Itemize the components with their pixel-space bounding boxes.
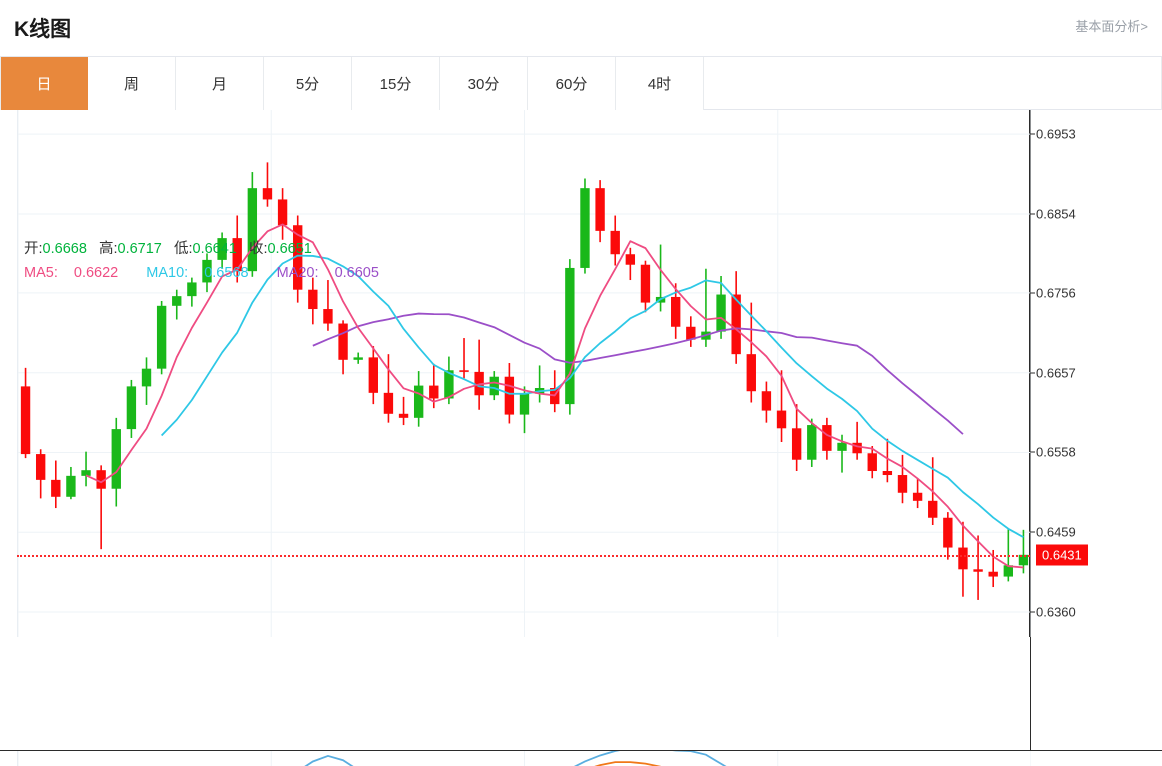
ma10-label: MA10: <box>146 265 189 281</box>
macd-series <box>304 751 727 766</box>
panel-divider <box>0 750 1162 751</box>
price-tick-label: 0.6854 <box>1036 206 1076 222</box>
price-tick-mark <box>1030 292 1035 294</box>
tab-15min[interactable]: 15分 <box>352 57 440 110</box>
price-tick-label: 0.6953 <box>1036 126 1076 142</box>
price-tick-mark <box>1030 213 1035 215</box>
ohlc-legend: 开:0.6668 高:0.6717 低:0.6641 收:0.6651 MA5:… <box>24 238 403 284</box>
open-label: 开: <box>24 241 43 257</box>
price-tick-mark <box>1030 531 1035 533</box>
high-value: 0.6717 <box>117 241 162 257</box>
candlestick-plot[interactable] <box>17 110 1031 637</box>
low-label: 低: <box>173 241 193 257</box>
macd-plot[interactable] <box>17 751 1031 766</box>
page-title: K线图 <box>14 18 72 41</box>
chart-area[interactable]: 0.6953 0.6854 0.6756 0.6657 0.6558 0.6459 0.63… <box>0 110 1162 766</box>
tab-30min[interactable]: 30分 <box>440 57 528 110</box>
period-tabbar: 日 周 月 5分 15分 30分 60分 4时 <box>0 57 1162 110</box>
tab-60min[interactable]: 60分 <box>528 57 616 110</box>
price-tick-mark <box>1030 133 1035 135</box>
candlestick-series <box>20 162 1029 600</box>
low-value: 0.6641 <box>192 241 237 257</box>
price-tick-label: 0.6459 <box>1036 524 1076 540</box>
tab-month[interactable]: 月 <box>176 57 264 110</box>
ohlc-legend-row1: 开:0.6668 高:0.6717 低:0.6641 收:0.6651 <box>24 238 403 260</box>
ma20-legend: MA20: 0.6605 <box>277 265 391 281</box>
ma-legend-row: MA5: 0.6622 MA10: 0.6568 MA20: 0.6605 <box>24 262 403 284</box>
fundamental-analysis-link[interactable]: 基本面分析> <box>1075 19 1148 34</box>
price-gridlines <box>18 110 1031 637</box>
tabbar-filler <box>704 57 1162 110</box>
ma10-value: 0.6568 <box>204 265 249 281</box>
price-tick-label: 0.6657 <box>1036 365 1076 381</box>
price-tick-mark <box>1030 372 1035 374</box>
ma5-label: MA5: <box>24 265 58 281</box>
moving-average-lines <box>85 223 1024 569</box>
page-header: K线图 基本面分析> <box>0 0 1162 57</box>
ma20-value: 0.6605 <box>334 265 379 281</box>
price-tick-label: 0.6756 <box>1036 285 1076 301</box>
price-tick-mark <box>1030 451 1035 453</box>
price-tick-label: 0.6558 <box>1036 444 1076 460</box>
current-price-line <box>17 554 1030 557</box>
ma5-legend: MA5: 0.6622 <box>24 265 130 281</box>
tab-day[interactable]: 日 <box>0 57 88 110</box>
tab-4hour[interactable]: 4时 <box>616 57 704 110</box>
high-label: 高: <box>98 241 118 257</box>
close-value: 0.6651 <box>267 241 312 257</box>
current-price-badge: 0.6431 <box>1036 544 1088 566</box>
ma20-label: MA20: <box>276 265 319 281</box>
price-tick-label: 0.6360 <box>1036 604 1076 620</box>
ma5-value: 0.6622 <box>73 265 119 281</box>
close-label: 收: <box>248 241 268 257</box>
price-tick-mark <box>1030 611 1035 613</box>
tab-5min[interactable]: 5分 <box>264 57 352 110</box>
tab-week[interactable]: 周 <box>88 57 176 110</box>
open-value: 0.6668 <box>42 241 87 257</box>
ma10-legend: MA10: 0.6568 <box>146 265 260 281</box>
